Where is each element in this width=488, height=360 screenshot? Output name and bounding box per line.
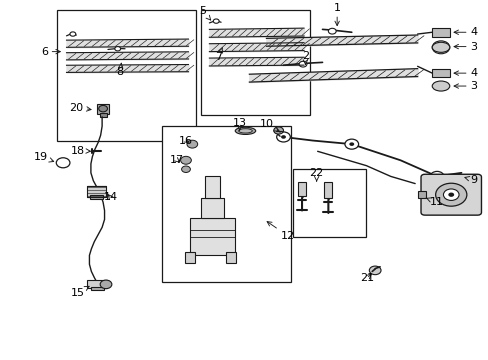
Bar bbox=[91, 287, 103, 291]
Circle shape bbox=[368, 266, 380, 275]
Text: 5: 5 bbox=[199, 6, 210, 20]
Ellipse shape bbox=[238, 129, 252, 133]
Bar bbox=[200, 198, 224, 218]
Text: 1: 1 bbox=[333, 3, 340, 26]
Bar bbox=[57, 10, 195, 140]
Text: 9: 9 bbox=[464, 175, 476, 185]
Text: 2: 2 bbox=[301, 51, 308, 64]
Circle shape bbox=[431, 41, 449, 54]
Circle shape bbox=[276, 132, 290, 142]
Text: 3: 3 bbox=[453, 42, 476, 51]
Circle shape bbox=[299, 61, 306, 67]
Bar bbox=[324, 182, 331, 198]
Text: 21: 21 bbox=[360, 273, 374, 283]
Text: 3: 3 bbox=[453, 81, 476, 91]
Text: 22: 22 bbox=[309, 168, 323, 181]
Circle shape bbox=[443, 189, 458, 201]
Text: 19: 19 bbox=[34, 152, 54, 162]
Bar bbox=[189, 218, 234, 255]
Bar bbox=[184, 252, 194, 263]
Bar bbox=[100, 113, 106, 117]
Text: 10: 10 bbox=[259, 120, 278, 131]
Circle shape bbox=[273, 127, 283, 134]
Text: 11: 11 bbox=[425, 197, 443, 207]
Bar bbox=[225, 252, 235, 263]
Text: 15: 15 bbox=[71, 286, 89, 298]
Ellipse shape bbox=[431, 42, 449, 52]
Ellipse shape bbox=[56, 158, 70, 168]
Bar bbox=[204, 176, 220, 198]
Bar bbox=[97, 104, 109, 114]
Bar bbox=[161, 126, 290, 282]
Circle shape bbox=[180, 156, 191, 164]
Bar bbox=[87, 186, 106, 197]
Circle shape bbox=[99, 105, 107, 112]
Text: 6: 6 bbox=[41, 46, 60, 57]
Bar bbox=[431, 28, 449, 37]
FancyBboxPatch shape bbox=[420, 174, 481, 215]
Circle shape bbox=[429, 171, 443, 181]
Circle shape bbox=[186, 140, 197, 148]
Circle shape bbox=[281, 135, 285, 139]
Ellipse shape bbox=[235, 127, 255, 134]
Text: 12: 12 bbox=[266, 222, 294, 240]
Text: 13: 13 bbox=[232, 118, 246, 130]
Circle shape bbox=[328, 28, 335, 34]
Text: 4: 4 bbox=[453, 27, 476, 37]
Bar bbox=[298, 182, 305, 196]
Text: 17: 17 bbox=[170, 155, 184, 165]
Circle shape bbox=[100, 280, 112, 289]
Circle shape bbox=[213, 19, 219, 23]
Text: 8: 8 bbox=[116, 63, 123, 77]
Text: 20: 20 bbox=[69, 103, 91, 113]
Circle shape bbox=[115, 46, 121, 51]
Bar bbox=[200, 10, 310, 116]
Text: 14: 14 bbox=[103, 192, 117, 202]
Circle shape bbox=[435, 183, 466, 206]
Text: 4: 4 bbox=[453, 68, 476, 78]
Circle shape bbox=[434, 175, 439, 178]
Bar bbox=[293, 169, 366, 237]
Bar bbox=[87, 280, 107, 288]
Ellipse shape bbox=[431, 81, 449, 91]
Bar bbox=[431, 69, 449, 77]
Bar bbox=[417, 192, 426, 198]
Circle shape bbox=[348, 142, 353, 146]
Text: 18: 18 bbox=[71, 145, 90, 156]
Circle shape bbox=[344, 139, 358, 149]
Text: 7: 7 bbox=[215, 48, 222, 62]
Circle shape bbox=[181, 166, 190, 172]
Text: 16: 16 bbox=[179, 136, 193, 145]
Circle shape bbox=[447, 193, 453, 197]
Circle shape bbox=[70, 32, 76, 36]
Bar bbox=[90, 195, 103, 199]
